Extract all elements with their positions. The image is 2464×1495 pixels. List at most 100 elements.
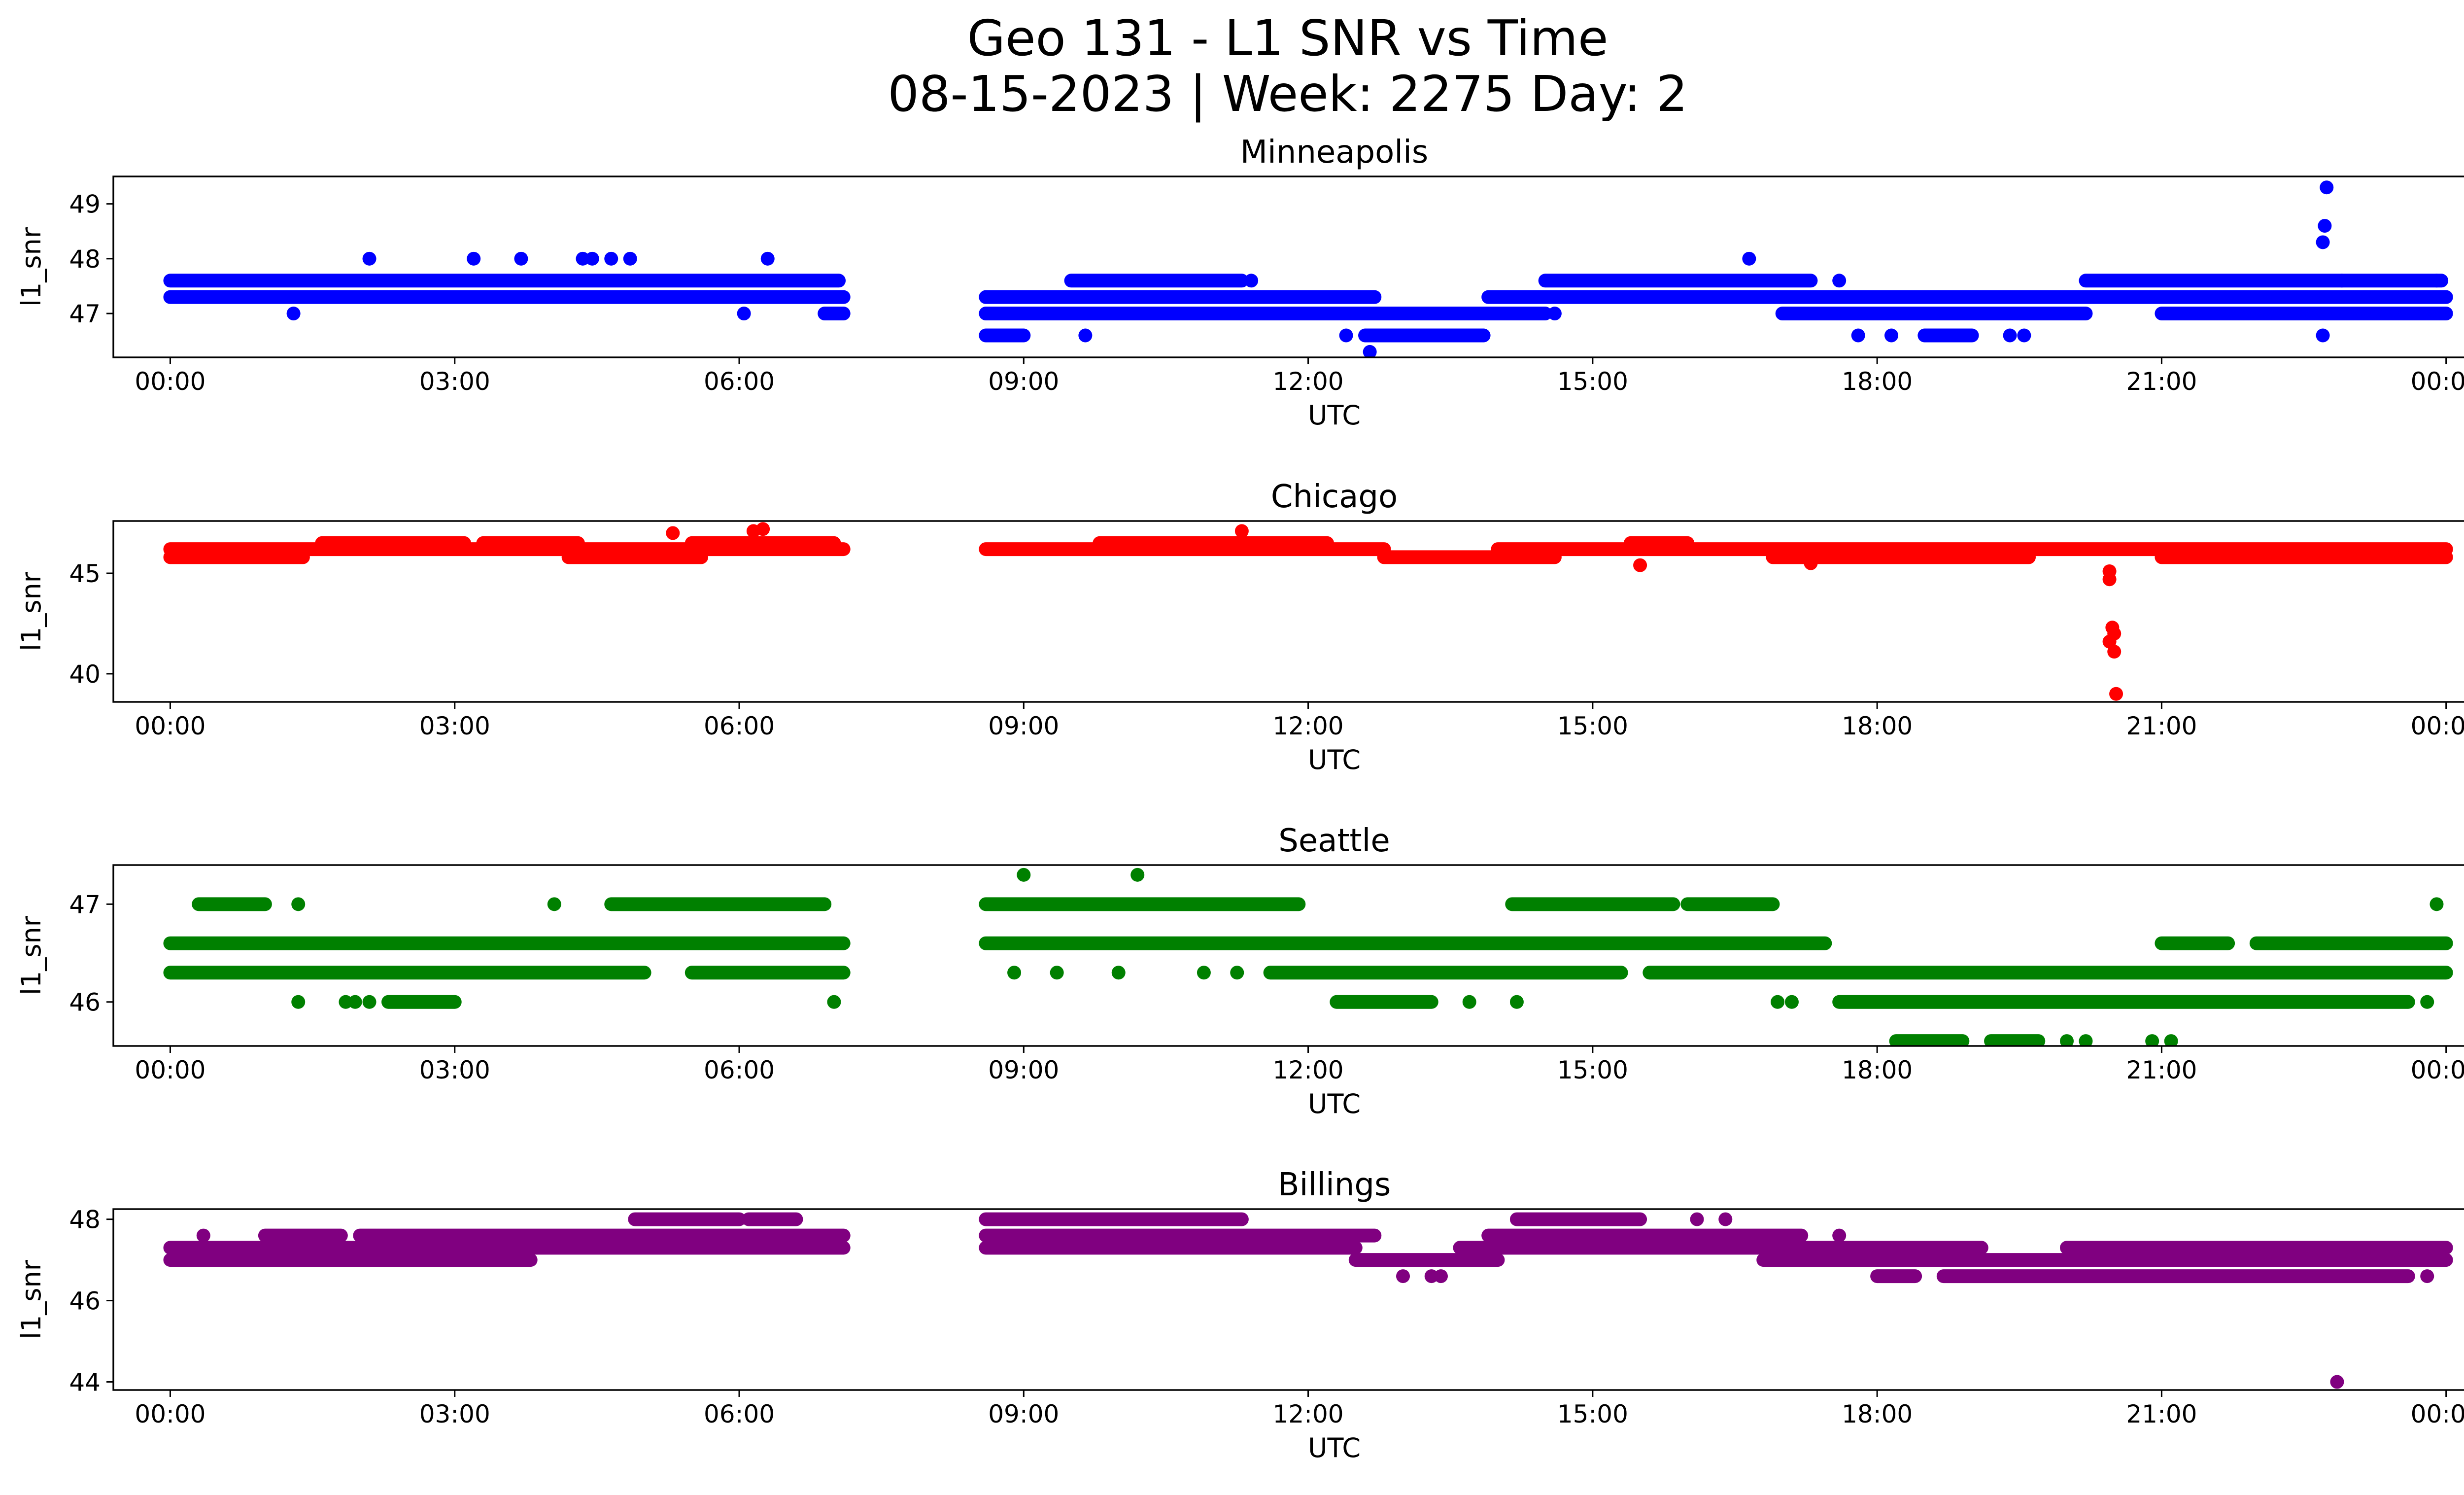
ax1-y-tick-label-0: 40 (69, 660, 101, 689)
ax3-point-3 (1424, 1269, 1438, 1284)
ax1-y-axis-label: l1_snr (16, 571, 47, 651)
ax1-point-7 (2102, 572, 2117, 587)
ax0-x-axis-label: UTC (1308, 400, 1361, 431)
ax3-x-tick-label-4: 12:00 (1273, 1400, 1344, 1428)
ax1-point-5 (1804, 556, 1818, 570)
ax3-frame (112, 1208, 2464, 1391)
ax0-point-17 (1851, 328, 1865, 343)
ax2-y-tick-label-0: 46 (69, 988, 101, 1017)
subplot-chicago: Chicago 00:00 03:00 06:00 09:00 12:00 15:00 18:… (16, 479, 2464, 775)
ax3-point-2 (1396, 1269, 1410, 1284)
ax1-title: Chicago (1271, 479, 1398, 515)
ax0-frame (112, 175, 2464, 358)
ax2-x-tick-label-5: 15:00 (1557, 1056, 1628, 1084)
ax1-point-4 (1633, 558, 1647, 572)
ax1-x-tick-label-7: 21:00 (2126, 712, 2197, 740)
ax0-y-tick-label-1: 48 (69, 245, 101, 274)
ax1-frame (112, 520, 2464, 703)
ax2-title: Seattle (1278, 823, 1390, 859)
ax2-point-10 (1050, 966, 1064, 980)
ax0-x-tick-label-6: 18:00 (1842, 367, 1913, 396)
ax2-x-axis-label: UTC (1308, 1088, 1361, 1119)
ax0-y-tick-label-2: 49 (69, 190, 101, 219)
ax0-point-0 (286, 307, 301, 321)
ax0-x-tick-label-8: 00:00 (2411, 367, 2464, 396)
ax3-x-tick-label-3: 09:00 (988, 1400, 1059, 1428)
ax0-point-3 (514, 251, 528, 266)
subplot-billings: Billings 00:00 03:00 06:00 09:00 12:00 15:00 18… (16, 1167, 2464, 1463)
ax3-y-axis-label: l1_snr (16, 1259, 47, 1339)
ax2-x-tick-label-3: 09:00 (988, 1056, 1059, 1084)
ax0-x-tick-label-5: 15:00 (1557, 367, 1628, 396)
ax3-x-tick-label-5: 15:00 (1557, 1400, 1628, 1428)
ax0-data-marks (163, 180, 2453, 357)
ax2-point-14 (1462, 995, 1476, 1009)
ax1-data-marks (163, 522, 2453, 701)
ax2-point-13 (1230, 966, 1244, 980)
ax3-title: Billings (1278, 1167, 1391, 1203)
subplot-seattle: Seattle 00:00 03:00 06:00 09:00 12:00 15:00 18:… (16, 823, 2464, 1119)
ax2-point-18 (2060, 1034, 2074, 1046)
ax3-point-0 (196, 1228, 210, 1243)
ax0-point-25 (2335, 274, 2349, 288)
ax2-point-20 (2145, 1034, 2159, 1046)
ax3-point-8 (2420, 1269, 2434, 1284)
ax3-point-5 (1690, 1212, 1704, 1226)
figure-title-line-1: Geo 131 - L1 SNR vs Time (967, 9, 1608, 67)
ax0-point-10 (1078, 328, 1093, 343)
ax3-y-tick-label-0: 44 (69, 1368, 101, 1397)
ax0-y-axis-label: l1_snr (16, 227, 47, 307)
ax2-y-axis-label: l1_snr (16, 915, 47, 995)
ax2-point-19 (2079, 1034, 2093, 1046)
ax1-x-tick-label-4: 12:00 (1273, 712, 1344, 740)
ax3-point-4 (1434, 1269, 1448, 1284)
ax0-x-tick-label-3: 09:00 (988, 367, 1059, 396)
ax0-point-23 (2320, 180, 2334, 195)
ax3-data-marks (163, 1212, 2453, 1389)
ax2-point-11 (1111, 966, 1126, 980)
ax0-point-4 (576, 251, 590, 266)
ax1-x-tick-label-5: 15:00 (1557, 712, 1628, 740)
ax2-point-17 (1784, 995, 1799, 1009)
ax0-title: Minneapolis (1240, 134, 1428, 171)
ax0-y-tick-label-0: 47 (69, 300, 101, 328)
ax1-point-3 (1234, 524, 1249, 538)
ax0-point-12 (1339, 328, 1353, 343)
ax2-x-tick-label-7: 21:00 (2126, 1056, 2197, 1084)
ax0-point-13 (1363, 345, 1377, 357)
ax0-point-20 (2017, 328, 2031, 343)
ax0-point-1 (362, 251, 376, 266)
ax0-point-18 (1884, 328, 1899, 343)
ax1-point-2 (756, 522, 770, 536)
ax1-point-0 (666, 526, 680, 540)
ax1-x-axis-label: UTC (1308, 744, 1361, 775)
ax2-data-marks (163, 868, 2453, 1046)
ax0-x-tick-label-1: 03:00 (419, 367, 490, 396)
ax0-point-8 (737, 307, 751, 321)
ax2-x-tick-label-8: 00:00 (2411, 1056, 2464, 1084)
ax0-point-14 (1547, 307, 1562, 321)
ax2-point-9 (1007, 966, 1022, 980)
ax2-point-16 (1771, 995, 1785, 1009)
ax0-point-6 (604, 251, 618, 266)
ax0-x-tick-label-7: 21:00 (2126, 367, 2197, 396)
ax0-point-11 (1244, 274, 1259, 288)
ax0-point-2 (467, 251, 481, 266)
ax2-point-6 (827, 995, 841, 1009)
ax3-x-tick-label-0: 00:00 (135, 1400, 205, 1428)
ax2-x-tick-label-6: 18:00 (1842, 1056, 1913, 1084)
ax1-x-tick-label-2: 06:00 (704, 712, 775, 740)
ax0-point-15 (1742, 251, 1756, 266)
ax2-point-0 (291, 897, 306, 911)
ax3-y-tick-label-1: 46 (69, 1287, 101, 1316)
ax3-x-tick-label-7: 21:00 (2126, 1400, 2197, 1428)
ax2-point-1 (547, 897, 561, 911)
ax1-point-11 (2107, 645, 2122, 659)
ax2-point-4 (348, 995, 362, 1009)
ax0-x-tick-label-0: 00:00 (135, 367, 205, 396)
ax0-point-5 (585, 251, 599, 266)
figure-title-line-2: 08-15-2023 | Week: 2275 Day: 2 (888, 65, 1687, 123)
ax0-point-19 (2003, 328, 2017, 343)
ax1-x-tick-label-3: 09:00 (988, 712, 1059, 740)
